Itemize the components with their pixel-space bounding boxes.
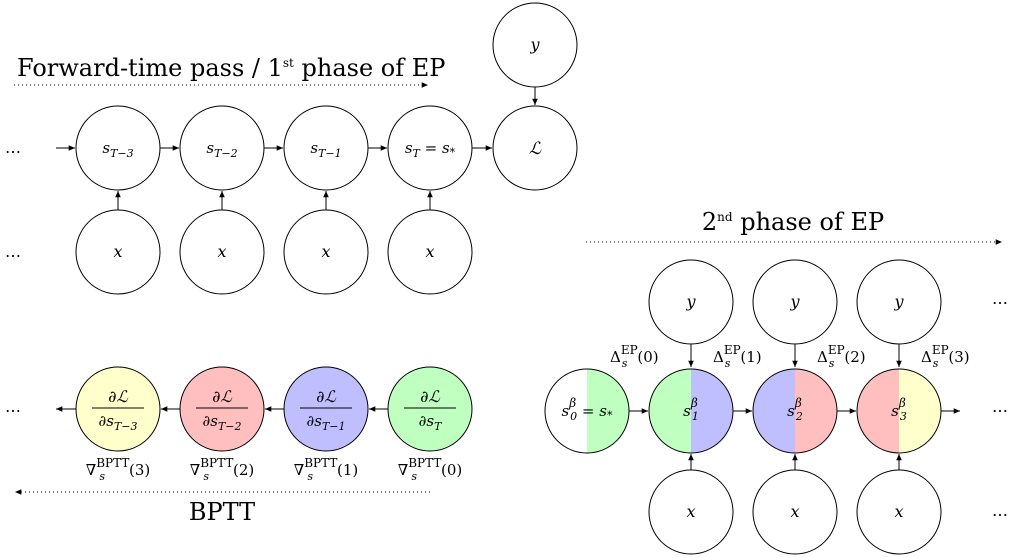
ep-target-label: y [893, 292, 904, 311]
ep-ellipsis-middle: … [992, 397, 1008, 416]
bptt-gradient-label: ∇BPTT s (3) [86, 456, 151, 483]
bptt-denominator: ∂sT−3 [98, 412, 137, 433]
input-label: x [425, 242, 434, 261]
bptt-denominator: ∂sT−2 [202, 412, 241, 433]
bptt-gradient-node [75, 366, 161, 452]
ep-state-label: sβ 2 [787, 396, 803, 423]
bptt-gradient-label: ∇BPTT s (0) [398, 456, 463, 483]
ep-state-label: sβ 1 [683, 396, 699, 423]
forward-state-label: sT−2 [206, 139, 237, 160]
ep-second-phase-section: 2nd phase of EP … … … y y y ΔEP s (0) ΔEP s… [544, 208, 1008, 555]
ep-delta-label: ΔEP s (1) [713, 343, 762, 370]
ep-target-label: y [789, 292, 800, 311]
loss-node [492, 105, 578, 191]
ep-state-node: sβ 0 = s* [544, 368, 630, 454]
forward-ellipsis-bottom: … [5, 242, 21, 261]
loss-label: ℒ [529, 139, 542, 159]
ep-state-label: sβ 0 = s* [562, 396, 613, 423]
input-label: x [321, 242, 330, 261]
bptt-numerator: ∂ℒ [212, 387, 232, 406]
bptt-gradient-label: ∇BPTT s (2) [190, 456, 255, 483]
ep-input-label: x [790, 502, 799, 521]
forward-pass-title: Forward-time pass / 1st phase of EP [17, 54, 445, 82]
forward-state-label: sT−3 [102, 139, 133, 160]
ep-state-label: sβ 3 [891, 396, 907, 423]
bptt-gradient-node [179, 366, 265, 452]
bptt-gradient-node [387, 366, 473, 452]
ep-input-label: x [894, 502, 903, 521]
ep-ellipsis-top: … [992, 289, 1008, 308]
bptt-title: BPTT [189, 498, 255, 526]
ep-delta-label: ΔEP s (2) [817, 343, 866, 370]
ep-state-node: sβ 2 [752, 368, 838, 454]
ep-second-phase-title: 2nd phase of EP [702, 208, 884, 236]
forward-pass-section: Forward-time pass / 1st phase of EP … … … [5, 2, 578, 295]
bptt-gradient-label: ∇BPTT s (1) [294, 456, 359, 483]
bptt-section: … ∂ℒ ∂sT−3 ∂ℒ ∂sT−2 ∂ℒ ∂sT−1 ∂ℒ ∂sT ∇BPT… [5, 366, 473, 526]
input-label: x [113, 242, 122, 261]
target-label: y [529, 35, 540, 54]
bptt-denominator: ∂sT [419, 412, 443, 433]
bptt-numerator: ∂ℒ [108, 387, 128, 406]
ep-state-node: sβ 3 [856, 368, 942, 454]
bptt-denominator: ∂sT−1 [306, 412, 345, 433]
ep-state-node: sβ 1 [648, 368, 734, 454]
forward-state-label: sT−1 [310, 139, 341, 160]
forward-ellipsis-top: … [5, 138, 21, 157]
bptt-numerator: ∂ℒ [420, 387, 440, 406]
ep-input-label: x [686, 502, 695, 521]
ep-ellipsis-bottom: … [992, 501, 1008, 520]
ep-delta-label: ΔEP s (3) [921, 343, 970, 370]
ep-delta-label: ΔEP s (0) [610, 343, 659, 370]
bptt-numerator: ∂ℒ [316, 387, 336, 406]
forward-state-label: sT = s* [405, 139, 456, 160]
bptt-gradient-node [283, 366, 369, 452]
bptt-ellipsis: … [5, 397, 21, 416]
ep-target-label: y [685, 292, 696, 311]
input-label: x [217, 242, 226, 261]
